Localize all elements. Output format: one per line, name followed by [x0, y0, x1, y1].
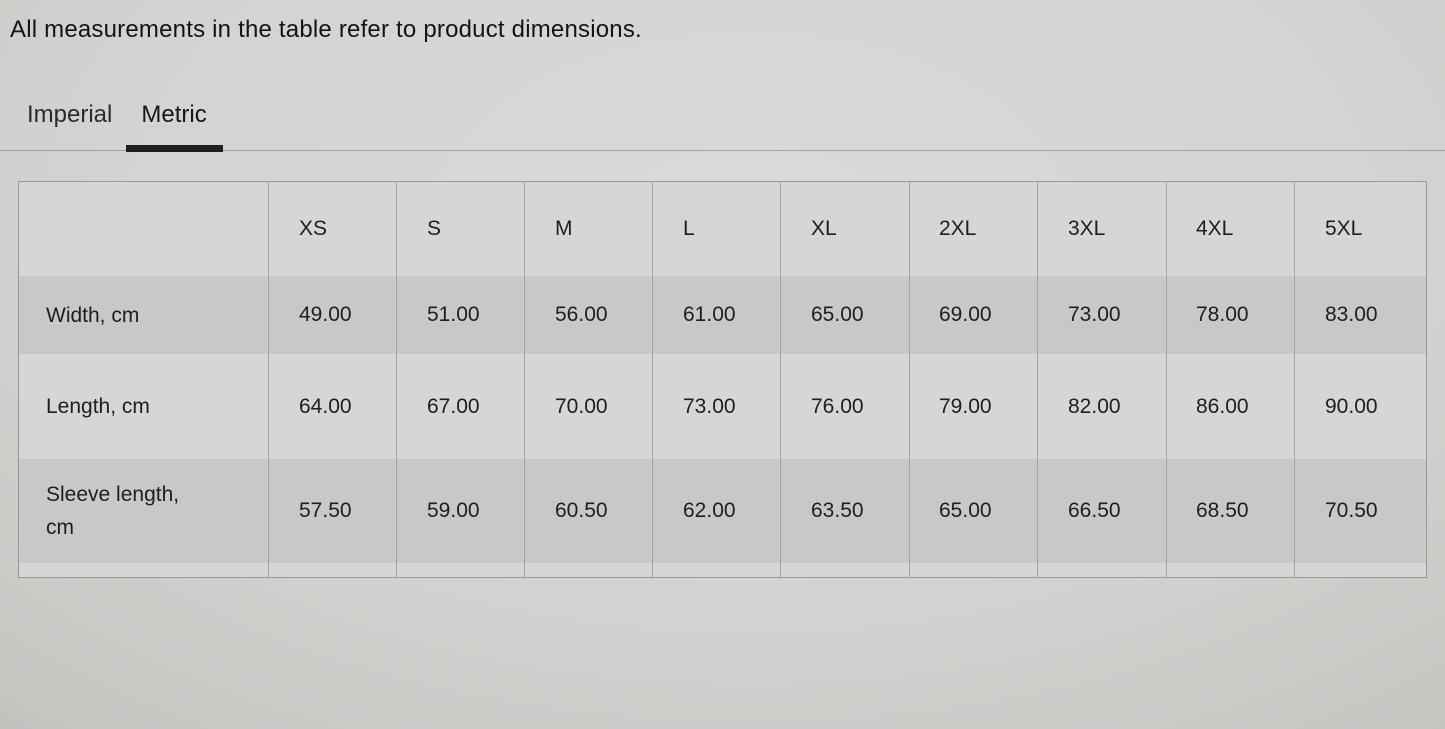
table-cell: 57.50 — [299, 499, 352, 522]
column-header-3xl: 3XL — [1068, 217, 1106, 240]
row-label-length-text: Length, cm — [46, 395, 150, 418]
measurements-note: All measurements in the table refer to p… — [10, 16, 642, 43]
row-label-sleeve-length-text: Sleeve length, cm — [46, 483, 180, 539]
row-label-width: Width, cm — [19, 276, 268, 354]
table-cell: 66.50 — [1068, 499, 1121, 522]
table-cell: 78.00 — [1196, 303, 1249, 326]
tabs-divider — [0, 150, 1445, 151]
tab-metric[interactable]: Metric — [126, 101, 223, 152]
table-cell: 90.00 — [1325, 394, 1378, 418]
row-label-length: Length, cm — [19, 354, 268, 459]
column-header-m: M — [555, 217, 573, 240]
table-row-sleeve-length: Sleeve length, cm 57.50 59.00 60.50 62.0… — [19, 459, 1426, 563]
column-header-2xl: 2XL — [939, 217, 977, 240]
column-header-s: S — [427, 217, 442, 240]
table-cell: 79.00 — [939, 394, 992, 418]
table-cell: 73.00 — [1068, 303, 1121, 326]
table-header-row: XS S M L XL 2XL 3XL 4XL 5XL — [19, 182, 1426, 276]
table-cell: 86.00 — [1196, 394, 1249, 418]
column-header-4xl: 4XL — [1196, 217, 1234, 240]
tab-imperial[interactable]: Imperial — [27, 101, 113, 128]
table-cell: 67.00 — [427, 394, 480, 418]
row-label-sleeve-length: Sleeve length, cm — [19, 459, 268, 563]
column-header-xs: XS — [299, 217, 328, 240]
tab-metric-label: Metric — [141, 101, 207, 128]
table-cell: 70.00 — [555, 394, 608, 418]
table-cell: 69.00 — [939, 303, 992, 326]
column-header-5xl: 5XL — [1325, 217, 1363, 240]
column-header-l: L — [683, 217, 695, 240]
table-cell: 51.00 — [427, 303, 480, 326]
unit-tabs: Imperial Metric — [27, 101, 223, 152]
table-cell: 65.00 — [939, 499, 992, 522]
table-row-length: Length, cm 64.00 67.00 70.00 73.00 76.00… — [19, 354, 1426, 459]
table-cell: 70.50 — [1325, 499, 1378, 522]
table-cell: 83.00 — [1325, 303, 1378, 326]
table-cell: 68.50 — [1196, 499, 1249, 522]
table-cell: 59.00 — [427, 499, 480, 522]
row-label-width-text: Width, cm — [46, 303, 140, 327]
table-cell: 63.50 — [811, 499, 864, 522]
table-cell: 82.00 — [1068, 394, 1121, 418]
active-tab-underline — [126, 145, 223, 152]
size-table: XS S M L XL 2XL 3XL 4XL 5XL Width, cm 49… — [18, 181, 1427, 578]
table-row-width: Width, cm 49.00 51.00 56.00 61.00 65.00 … — [19, 276, 1426, 354]
column-header-xl: XL — [811, 217, 837, 240]
table-cell: 60.50 — [555, 499, 608, 522]
table-cell: 49.00 — [299, 303, 352, 326]
table-cell: 76.00 — [811, 394, 864, 418]
table-cell: 73.00 — [683, 394, 736, 418]
table-cell: 62.00 — [683, 499, 736, 522]
table-cell: 64.00 — [299, 394, 352, 418]
table-cell: 65.00 — [811, 303, 864, 326]
table-bottom-padding — [19, 563, 1426, 577]
corner-cell — [19, 182, 268, 276]
table-cell: 56.00 — [555, 303, 608, 326]
table-cell: 61.00 — [683, 303, 736, 326]
